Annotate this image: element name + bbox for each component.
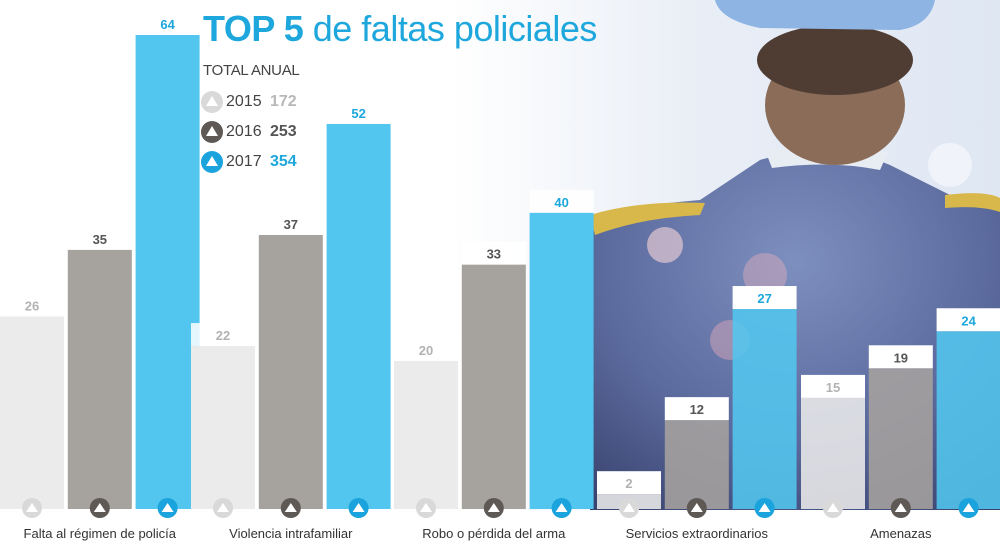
value-label: 37 bbox=[284, 217, 298, 232]
triangle-icon bbox=[623, 503, 635, 512]
bar-2015-1 bbox=[191, 346, 255, 509]
value-label-box bbox=[868, 345, 933, 369]
chart-title-rest: de faltas policiales bbox=[312, 8, 598, 49]
bar-2016-1 bbox=[258, 234, 323, 509]
value-label-box bbox=[461, 241, 526, 265]
legend-item-2015: 2015 172 bbox=[201, 90, 297, 114]
triangle-circle-icon bbox=[201, 91, 223, 113]
legend-year: 2015 bbox=[226, 93, 262, 110]
bar-2017-2 bbox=[529, 212, 594, 509]
value-label-box bbox=[936, 308, 1000, 332]
value-label-box bbox=[258, 211, 323, 235]
value-label-box bbox=[394, 337, 458, 361]
triangle-icon bbox=[26, 503, 38, 512]
value-label-box bbox=[191, 323, 255, 347]
value-label-box bbox=[529, 189, 594, 213]
legend-total: 172 bbox=[270, 93, 297, 110]
triangle-icon bbox=[962, 503, 975, 512]
bar-2016-4 bbox=[868, 368, 933, 509]
value-label-box bbox=[664, 397, 729, 421]
triangle-icon bbox=[420, 503, 432, 512]
triangle-icon bbox=[352, 503, 365, 512]
value-label-box bbox=[326, 100, 391, 124]
bar-2017-1 bbox=[326, 123, 391, 509]
value-label: 33 bbox=[487, 247, 501, 262]
category-label: Robo o pérdida del arma bbox=[422, 526, 566, 541]
value-label-box bbox=[67, 226, 132, 250]
value-label: 15 bbox=[826, 380, 840, 395]
triangle-circle-icon bbox=[201, 121, 223, 143]
category-label: Amenazas bbox=[870, 526, 932, 541]
legend-year: 2017 bbox=[226, 153, 262, 170]
category-label: Violencia intrafamiliar bbox=[229, 526, 353, 541]
legend-total: 354 bbox=[270, 153, 297, 170]
chart-title: TOP 5 de faltas policiales bbox=[203, 8, 597, 50]
category-label: Falta al régimen de policía bbox=[23, 526, 177, 541]
value-label: 52 bbox=[351, 106, 365, 121]
triangle-icon bbox=[217, 503, 229, 512]
value-label-box bbox=[732, 286, 797, 310]
triangle-icon bbox=[93, 503, 106, 512]
legend-year: 2016 bbox=[226, 123, 262, 140]
triangle-icon bbox=[284, 503, 297, 512]
value-label: 26 bbox=[25, 298, 39, 313]
category-label: Servicios extraordinarios bbox=[625, 526, 768, 541]
triangle-icon bbox=[161, 503, 174, 512]
bar-2015-4 bbox=[801, 397, 865, 509]
chart-subtitle: TOTAL ANUAL bbox=[203, 62, 300, 79]
value-label-box bbox=[135, 12, 200, 35]
legend-total: 253 bbox=[270, 123, 297, 140]
legend-item-2016: 2016 253 bbox=[201, 120, 297, 144]
bar-2016-3 bbox=[664, 420, 729, 509]
triangle-icon bbox=[690, 503, 703, 512]
value-label-box bbox=[597, 471, 661, 495]
value-label-box bbox=[801, 374, 865, 398]
bar-2016-0 bbox=[67, 249, 132, 509]
chart-title-bold: TOP 5 bbox=[203, 8, 304, 49]
value-label: 27 bbox=[757, 291, 771, 306]
value-label: 35 bbox=[93, 232, 107, 247]
value-label: 40 bbox=[554, 195, 568, 210]
triangle-icon bbox=[827, 503, 839, 512]
bar-2015-2 bbox=[394, 360, 458, 509]
triangle-icon bbox=[555, 503, 568, 512]
triangle-icon bbox=[758, 503, 771, 512]
value-label: 20 bbox=[419, 343, 433, 358]
value-label: 22 bbox=[216, 328, 230, 343]
value-label: 2 bbox=[625, 476, 632, 491]
legend-item-2017: 2017 354 bbox=[201, 150, 297, 174]
bar-2017-4 bbox=[936, 331, 1000, 509]
triangle-icon bbox=[487, 503, 500, 512]
triangle-circle-icon bbox=[201, 151, 223, 173]
value-label-box bbox=[0, 293, 64, 317]
value-label: 12 bbox=[690, 402, 704, 417]
value-label: 19 bbox=[894, 350, 908, 365]
value-label: 64 bbox=[160, 17, 175, 32]
bar-2017-0 bbox=[135, 35, 200, 509]
bar-2017-3 bbox=[732, 309, 797, 509]
triangle-icon bbox=[894, 503, 907, 512]
bar-2016-2 bbox=[461, 264, 526, 509]
value-label: 24 bbox=[961, 313, 976, 328]
bar-2015-0 bbox=[0, 316, 64, 509]
